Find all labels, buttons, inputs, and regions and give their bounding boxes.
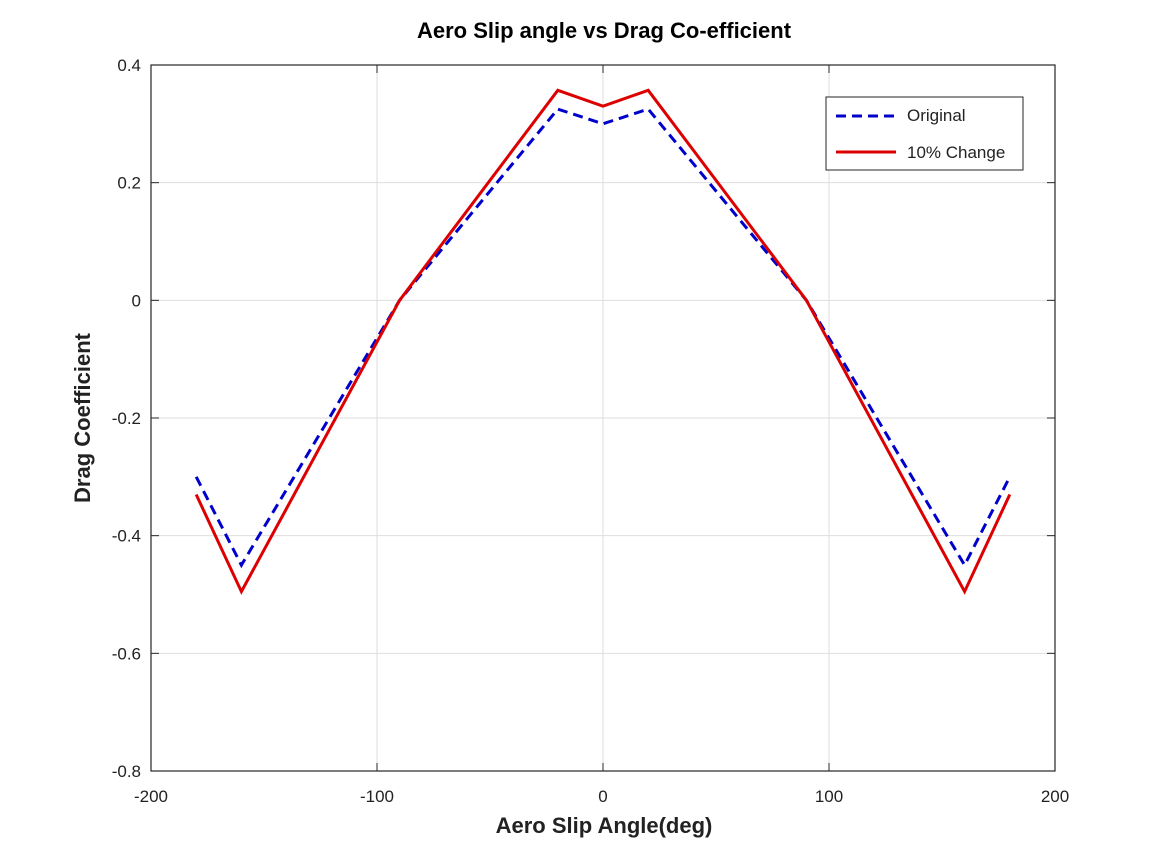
legend-label-10pct-change: 10% Change bbox=[907, 143, 1005, 162]
legend-box bbox=[825, 96, 1024, 171]
tick-labels: -200 -100 0 100 200 -0.8 -0.6 -0.4 -0.2 0 0.2 0.4 bbox=[112, 56, 1069, 806]
y-tick-label: 0.4 bbox=[117, 56, 141, 75]
y-tick-label: -0.2 bbox=[112, 409, 141, 428]
ticks bbox=[150, 64, 1056, 772]
grid bbox=[150, 64, 1056, 772]
y-tick-label: -0.8 bbox=[112, 762, 141, 781]
x-tick-label: -200 bbox=[134, 787, 168, 806]
y-axis-label: Drag Coefficient bbox=[70, 332, 95, 503]
x-axis-label: Aero Slip Angle(deg) bbox=[496, 813, 713, 838]
chart-title: Aero Slip angle vs Drag Co-efficient bbox=[417, 18, 792, 43]
series-layer bbox=[194, 88, 1012, 595]
x-tick-label: 0 bbox=[598, 787, 607, 806]
y-tick-label: 0 bbox=[132, 291, 141, 310]
legend-label-original: Original bbox=[907, 106, 966, 125]
x-tick-label: 100 bbox=[815, 787, 843, 806]
legend: Original 10% Change bbox=[825, 96, 1024, 171]
series-line-original bbox=[194, 107, 1012, 569]
y-tick-label: -0.4 bbox=[112, 527, 141, 546]
y-tick-label: -0.6 bbox=[112, 644, 141, 663]
series-line-10-change bbox=[194, 88, 1012, 595]
y-tick-label: 0.2 bbox=[117, 174, 141, 193]
x-tick-label: -100 bbox=[360, 787, 394, 806]
x-tick-label: 200 bbox=[1041, 787, 1069, 806]
